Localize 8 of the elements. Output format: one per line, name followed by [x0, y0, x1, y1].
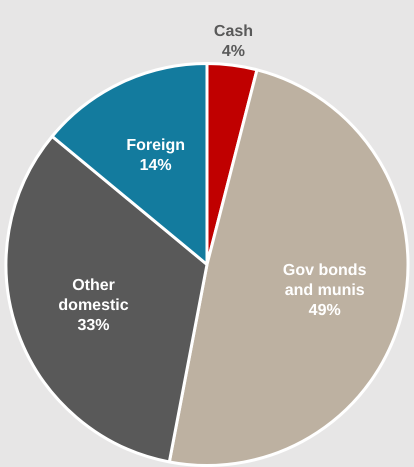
slice-label: Foreign — [126, 136, 185, 154]
data-label: 14% — [140, 156, 172, 174]
slice-label: Cash — [214, 22, 254, 40]
slice-label: Gov bonds and munis — [282, 262, 367, 300]
data-label: 4% — [222, 42, 246, 60]
data-label: 33% — [78, 316, 110, 334]
data-label: 49% — [308, 302, 341, 320]
slice-label: Other domestic — [58, 276, 129, 314]
